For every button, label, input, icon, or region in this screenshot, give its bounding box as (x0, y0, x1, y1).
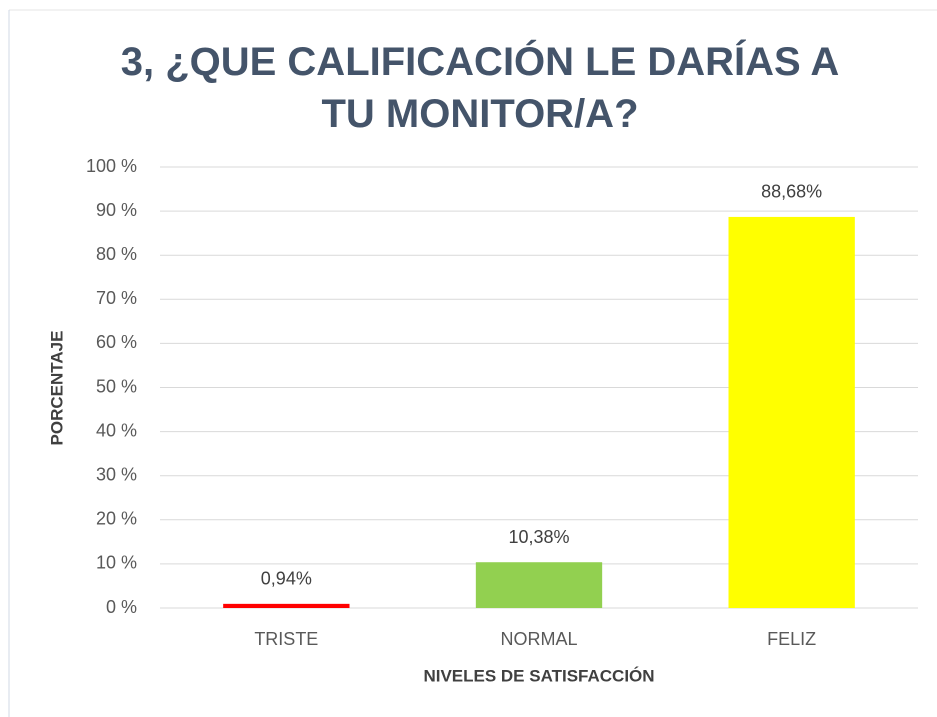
bar (223, 603, 350, 608)
y-tick-label: 30 % (96, 464, 137, 484)
y-tick-label: 70 % (96, 288, 137, 308)
y-tick-label: 100 % (86, 156, 137, 176)
data-label: 0,94% (261, 569, 312, 589)
y-tick-label: 80 % (96, 244, 137, 264)
y-tick-label: 60 % (96, 332, 137, 352)
y-tick-label: 20 % (96, 509, 137, 529)
y-axis-title: PORCENTAJE (47, 331, 66, 446)
chart-title: 3, ¿QUE CALIFICACIÓN LE DARÍAS A TU MONI… (120, 40, 840, 136)
y-tick-label: 90 % (96, 200, 137, 220)
x-tick-label: NORMAL (500, 629, 577, 649)
bar (728, 216, 855, 608)
y-tick-label: 0 % (106, 597, 137, 617)
y-tick-label: 10 % (96, 553, 137, 573)
x-tick-label: TRISTE (254, 629, 318, 649)
data-label: 88,68% (761, 182, 822, 202)
x-axis-title: NIVELES DE SATISFACCIÓN (423, 666, 654, 685)
y-tick-label: 50 % (96, 376, 137, 396)
bar (475, 562, 603, 608)
data-label: 10,38% (508, 527, 569, 547)
x-tick-label: FELIZ (767, 629, 816, 649)
y-tick-label: 40 % (96, 420, 137, 440)
